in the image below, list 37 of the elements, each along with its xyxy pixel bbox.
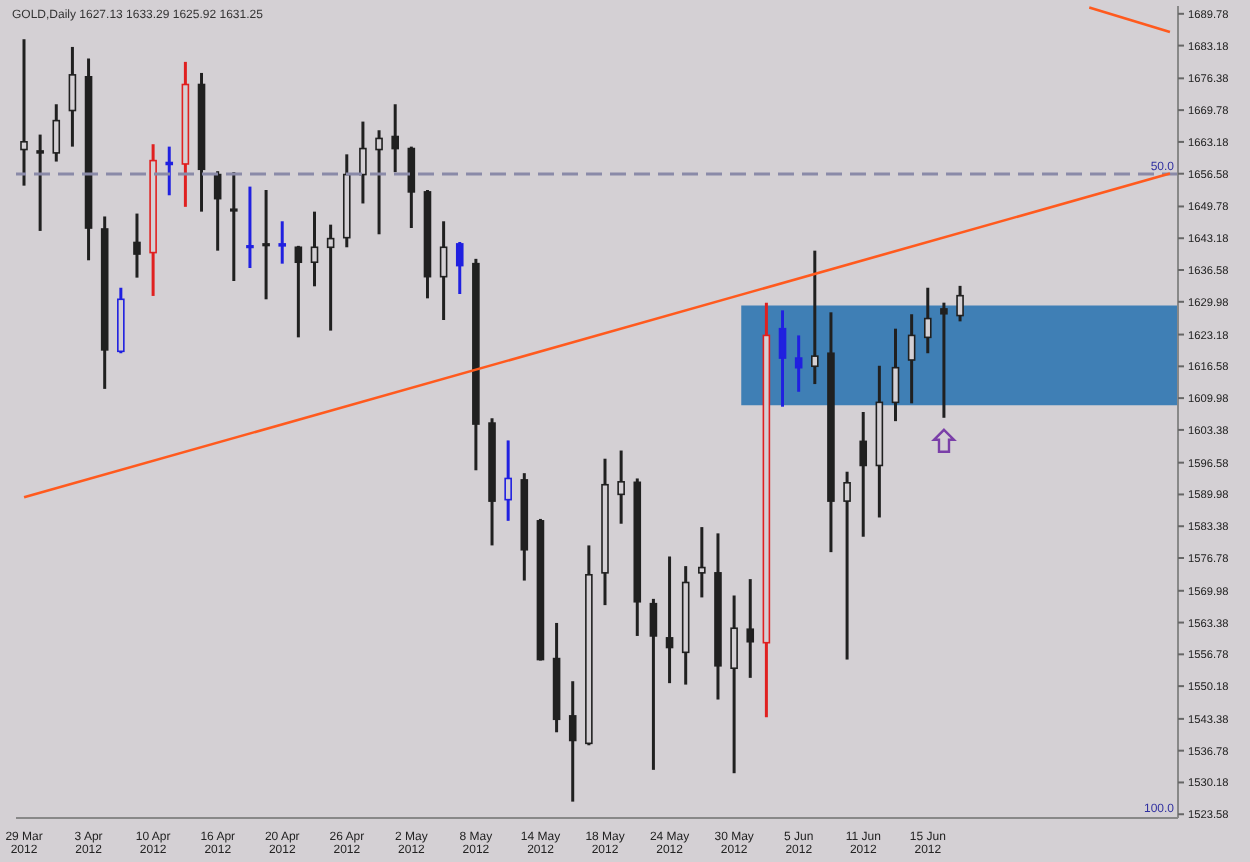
candlestick [52,102,61,164]
candlestick [956,284,964,323]
candlestick [746,577,755,680]
candlestick [359,120,367,205]
candlestick [859,410,868,539]
candlestick [246,185,254,270]
candlestick [230,170,238,283]
candlestick [407,145,416,230]
candlestick [375,128,383,236]
candlestick [165,145,174,197]
candlestick [617,449,625,526]
candlestick [568,679,577,804]
candlestick [794,333,803,394]
candlestick [20,37,28,188]
candlestick [730,593,738,775]
candlestick [68,45,77,149]
candlestick [262,188,270,301]
candlestick [326,223,335,333]
candlestick [455,240,464,296]
candlestick [940,301,948,420]
candlestick [907,312,916,405]
candlestick [504,438,512,523]
candlestick [698,525,706,599]
candlestick [278,219,287,266]
candlestick [133,212,141,280]
candlestick [811,249,819,386]
candlestick [36,133,44,233]
candlestick [649,597,658,772]
candlestick [891,327,900,423]
candlestick [439,219,448,322]
candlestick [665,554,674,685]
candlestick [391,102,399,174]
candlestick [310,210,319,288]
candlestick [923,286,932,355]
candlestick [294,244,303,339]
candlestick [778,308,787,409]
candlestick [843,470,851,662]
